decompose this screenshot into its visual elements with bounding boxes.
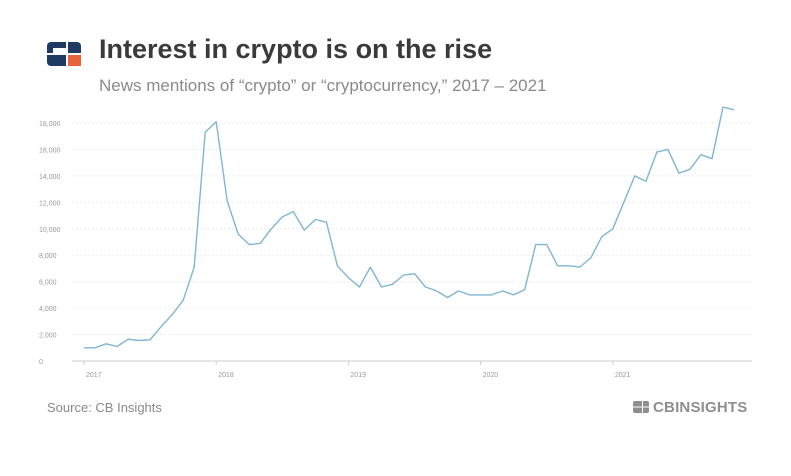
y-tick-label: 10,000 <box>39 227 61 234</box>
logo-notch <box>53 48 66 53</box>
chart-title: Interest in crypto is on the rise <box>99 34 493 64</box>
source-note: Source: CB Insights <box>47 400 162 415</box>
brand-wordmark: CBINSIGHTS <box>653 398 748 416</box>
brand-footer: CBINSIGHTS <box>633 398 748 416</box>
y-tick-label: 0 <box>39 359 43 366</box>
y-tick-label: 12,000 <box>39 200 61 207</box>
x-tick-label: 2018 <box>218 372 234 379</box>
cb-insights-logo <box>47 42 81 66</box>
x-tick-label: 2021 <box>615 372 631 379</box>
y-tick-label: 8,000 <box>39 253 57 260</box>
logo-gap-h <box>47 53 81 55</box>
chart-subtitle: News mentions of “crypto” or “cryptocurr… <box>99 76 547 95</box>
logo-gap-v <box>66 42 68 66</box>
x-tick-label: 2017 <box>86 372 102 379</box>
series-line-path <box>84 106 735 349</box>
y-tick-label: 4,000 <box>39 306 57 313</box>
logo-orange-block <box>68 54 81 66</box>
y-tick-labels: 0 2,000 4,000 6,000 8,000 10,000 12,000 14,000 1… <box>39 121 61 366</box>
x-tick-label: 2019 <box>350 372 366 379</box>
grid-lines <box>72 122 752 336</box>
x-tick-label: 2020 <box>483 372 499 379</box>
cb-brand-icon <box>633 401 649 413</box>
y-tick-label: 16,000 <box>39 147 61 154</box>
x-axis: 2017 2018 2019 2020 2021 <box>72 360 752 379</box>
y-tick-label: 2,000 <box>39 333 57 340</box>
y-tick-label: 14,000 <box>39 174 61 181</box>
series-line <box>84 106 735 349</box>
y-tick-label: 6,000 <box>39 280 57 287</box>
y-tick-label: 18,000 <box>39 121 61 128</box>
